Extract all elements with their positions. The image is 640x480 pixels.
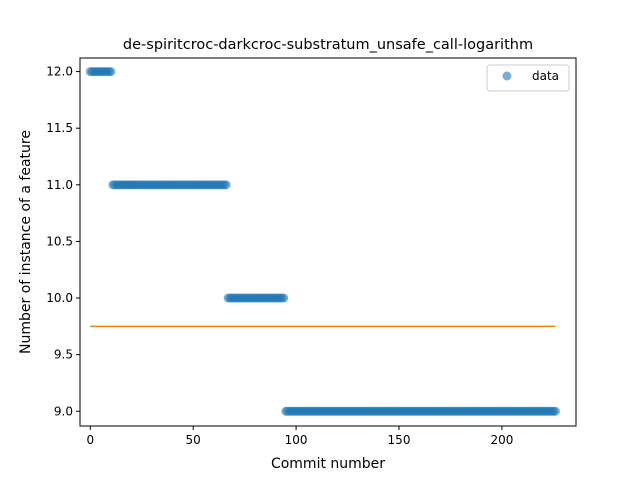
x-tick-label: 150 (388, 433, 411, 447)
y-tick-label: 11.0 (46, 178, 73, 192)
x-tick-label: 0 (86, 433, 94, 447)
y-tick-label: 11.5 (46, 121, 73, 135)
x-tick-label: 50 (186, 433, 201, 447)
x-axis-label: Commit number (271, 456, 385, 472)
y-tick-label: 10.5 (46, 234, 73, 248)
chart-title: de-spiritcroc-darkcroc-substratum_unsafe… (123, 37, 533, 53)
plot-marks (86, 67, 560, 416)
data-point (222, 180, 231, 189)
data-point (279, 294, 288, 303)
axis-ticks: 0 50 100 150 200 9.0 9.5 10.0 10.5 11.0 11.5 12.0 (46, 65, 513, 447)
legend: data (487, 65, 569, 91)
y-axis-label: Number of instance of a feature (18, 130, 34, 354)
y-tick-label: 12.0 (46, 65, 73, 79)
y-tick-label: 10.0 (46, 291, 73, 305)
y-tick-label: 9.5 (54, 348, 73, 362)
legend-marker (503, 72, 512, 81)
data-point (551, 407, 560, 416)
legend-label-data: data (532, 69, 559, 83)
data-point (106, 67, 115, 76)
plot-frame (80, 58, 576, 426)
x-tick-label: 100 (285, 433, 308, 447)
y-tick-label: 9.0 (54, 404, 73, 418)
x-tick-label: 200 (490, 433, 513, 447)
